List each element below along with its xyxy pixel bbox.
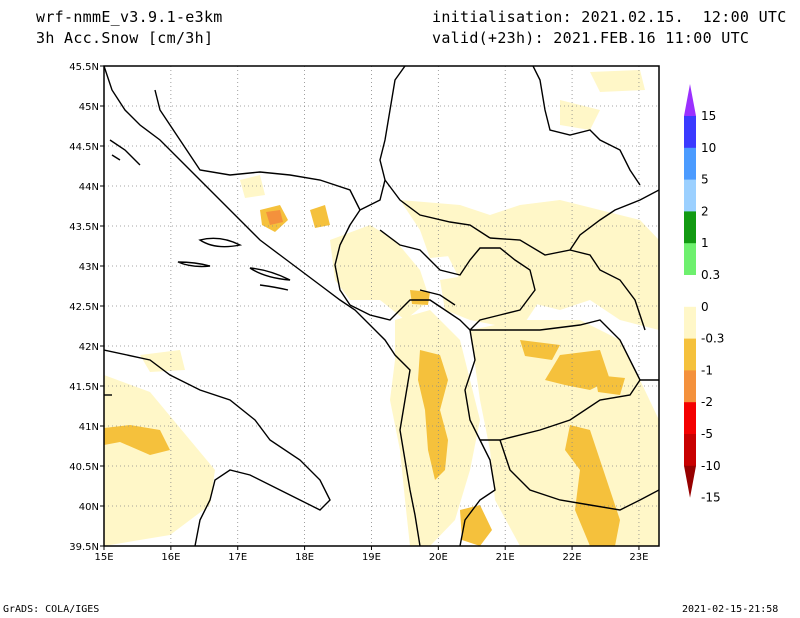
- colorbar-label: 2: [701, 204, 709, 218]
- longitude-labels: 15E 16E 17E 18E 19E 20E 21E 22E 23E: [94, 552, 648, 563]
- colorbar-segment: [684, 116, 696, 149]
- colorbar-segment: [684, 147, 696, 181]
- lat-label: 42N: [79, 342, 99, 353]
- colorbar-bottom-arrow: [684, 465, 696, 498]
- lat-label: 42.5N: [69, 302, 99, 313]
- lat-label: 45N: [79, 102, 99, 113]
- lat-label: 44.5N: [69, 142, 99, 153]
- lon-label: 15E: [94, 552, 113, 563]
- latitude-labels: 45.5N 45N 44.5N 44N 43.5N 43N 42.5N 42N 41.5N 41N…: [69, 62, 99, 553]
- colorbar-label: -1: [701, 363, 713, 377]
- footer-credit: GrADS: COLA/IGES: [3, 604, 100, 615]
- lat-label: 40N: [79, 502, 99, 513]
- lon-label: 21E: [496, 552, 515, 563]
- colorbar: [684, 84, 696, 498]
- snow-field: [104, 70, 659, 546]
- colorbar-segment: [684, 434, 696, 467]
- lat-label: 41N: [79, 422, 99, 433]
- lon-label: 20E: [429, 552, 448, 563]
- colorbar-segment: [684, 179, 696, 212]
- model-title: wrf-nmmE_v3.9.1-e3km: [36, 8, 223, 26]
- coastlines: [104, 66, 421, 546]
- colorbar-label: 0: [701, 300, 709, 314]
- init-time: initialisation: 2021.02.15. 12:00 UTC: [432, 8, 787, 26]
- colorbar-labels: 15 10 5 2 1 0.3 0 -0.3 -1 -2 -5 -10 -15: [701, 109, 724, 505]
- axis-ticks: [100, 65, 640, 550]
- lat-label: 43N: [79, 262, 99, 273]
- lon-label: 16E: [161, 552, 180, 563]
- colorbar-segment: [684, 370, 696, 403]
- colorbar-label: -15: [701, 491, 721, 505]
- colorbar-top-arrow: [684, 84, 696, 116]
- colorbar-segment: [684, 275, 696, 308]
- lat-label: 41.5N: [69, 382, 99, 393]
- colorbar-label: -2: [701, 395, 713, 409]
- lat-label: 40.5N: [69, 462, 99, 473]
- colorbar-label: 5: [701, 173, 709, 187]
- colorbar-label: 15: [701, 109, 716, 123]
- colorbar-label: 10: [701, 141, 716, 155]
- lat-label: 45.5N: [69, 62, 99, 73]
- lon-label: 22E: [563, 552, 582, 563]
- colorbar-segment: [684, 402, 696, 435]
- colorbar-label: -10: [701, 459, 721, 473]
- lat-label: 43.5N: [69, 222, 99, 233]
- colorbar-segment: [684, 338, 696, 371]
- lon-label: 23E: [629, 552, 648, 563]
- colorbar-label: -0.3: [701, 332, 724, 346]
- lon-label: 17E: [228, 552, 247, 563]
- colorbar-segment: [684, 306, 696, 340]
- lat-label: 39.5N: [69, 542, 99, 553]
- colorbar-label: -5: [701, 427, 713, 441]
- lon-label: 18E: [295, 552, 314, 563]
- colorbar-segment: [684, 211, 696, 244]
- colorbar-label: 1: [701, 236, 709, 250]
- colorbar-label: 0.3: [701, 268, 720, 282]
- field-title: 3h Acc.Snow [cm/3h]: [36, 29, 214, 47]
- valid-time: valid(+23h): 2021.FEB.16 11:00 UTC: [432, 29, 750, 47]
- colorbar-segment: [684, 243, 696, 276]
- country-borders: [154, 66, 659, 546]
- footer-timestamp: 2021-02-15-21:58: [682, 604, 779, 615]
- lon-label: 19E: [362, 552, 381, 563]
- lat-label: 44N: [79, 182, 99, 193]
